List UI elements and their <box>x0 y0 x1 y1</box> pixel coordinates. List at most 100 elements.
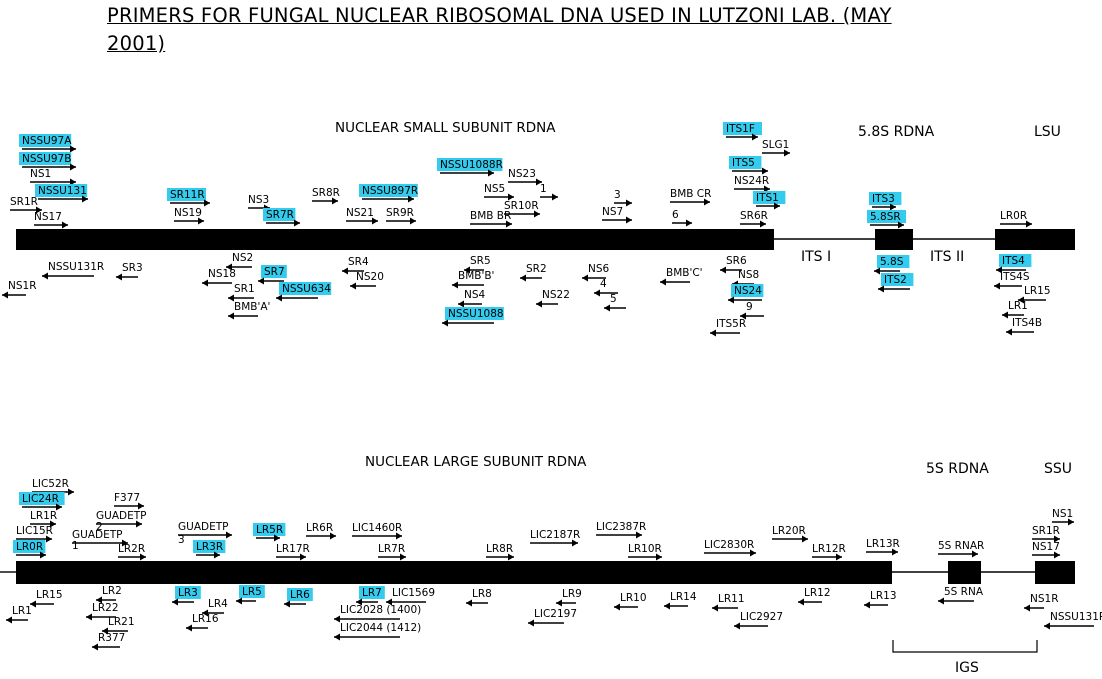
svg-text:R377: R377 <box>98 632 125 644</box>
primer-arrow-ssu-rev-3 <box>226 263 252 271</box>
primer-label-lsu-rev-15: LR8 <box>472 588 492 600</box>
svg-text:NSSU131R: NSSU131R <box>1050 611 1102 623</box>
svg-text:LR1: LR1 <box>1008 300 1028 312</box>
primer-label-lsu-fwd-21: LIC2387R <box>596 521 646 533</box>
primer-highlight <box>19 134 72 147</box>
page-title: PRIMERS FOR FUNGAL NUCLEAR RIBOSOMAL DNA… <box>107 4 892 55</box>
igs-bracket <box>892 640 1038 653</box>
primer-arrow-ssu-fwd-14 <box>440 169 494 177</box>
primer-arrow-ssu-fwd-17 <box>484 193 514 201</box>
primer-label-ssu-rev-21: SR6 <box>726 255 747 267</box>
primer-label-lsu-fwd-16: LR17R <box>276 543 310 555</box>
svg-text:SR11R: SR11R <box>170 189 205 201</box>
svg-text:1: 1 <box>72 540 79 552</box>
region-label-lsu: LSU <box>1034 124 1061 140</box>
svg-text:LR9: LR9 <box>562 588 582 600</box>
primer-label-ssu-fwd-15: NS23 <box>508 168 536 180</box>
primer-label-ssu-fwd-18: SR10R <box>504 200 539 212</box>
primer-label-ssu-rev-8: BMB'A' <box>234 301 270 313</box>
svg-text:NS8: NS8 <box>738 269 759 281</box>
svg-text:NSSU97B: NSSU97B <box>22 153 71 165</box>
primer-highlight <box>239 585 265 598</box>
svg-text:LR5: LR5 <box>242 586 262 598</box>
primer-label-ssu-fwd-25: SLG1 <box>762 139 789 151</box>
primer-arrow-lsu-rev-20 <box>712 604 738 612</box>
svg-text:SR1R: SR1R <box>1032 525 1060 537</box>
primer-arrow-ssu-fwd-26 <box>732 167 768 175</box>
primer-arrow-lsu-fwd-15 <box>306 532 336 540</box>
primer-arrow-lsu-rev-17 <box>528 619 564 627</box>
svg-text:LR13R: LR13R <box>866 538 900 550</box>
primer-highlight <box>723 122 762 135</box>
svg-text:NSSU131R: NSSU131R <box>48 261 104 273</box>
svg-text:NS1: NS1 <box>1052 508 1073 520</box>
primer-arrow-lsu-fwd-11 <box>178 531 232 539</box>
primer-arrow-lsu-fwd-7 <box>72 539 128 547</box>
svg-text:SR4: SR4 <box>348 256 369 268</box>
primer-highlight <box>263 208 296 221</box>
primer-arrow-lsu-rev-10 <box>284 600 306 608</box>
primer-highlight <box>999 254 1032 267</box>
primer-arrow-ssu-fwd-5 <box>34 221 68 229</box>
primer-arrow-ssu-fwd-27 <box>734 185 770 193</box>
primer-arrow-lsu-rev-7 <box>236 597 256 605</box>
primer-label-ssu-rev-19: 5 <box>610 293 617 305</box>
svg-text:LIC2187R: LIC2187R <box>530 529 580 541</box>
primer-arrow-ssu-fwd-11 <box>362 195 414 203</box>
svg-text:LR22: LR22 <box>92 602 119 614</box>
primer-label-lsu-fwd-4: LR0R <box>13 540 46 553</box>
primer-arrow-lsu-fwd-27 <box>938 550 978 558</box>
primer-arrow-ssu-rev-13 <box>520 274 542 282</box>
svg-text:ITS1: ITS1 <box>756 192 779 204</box>
svg-text:NSSU1088R: NSSU1088R <box>440 159 503 171</box>
primer-label-ssu-rev-28: ITS4 <box>999 254 1032 267</box>
region-label-5s: 5S RDNA <box>926 461 989 477</box>
primer-label-lsu-fwd-2: LR1R <box>30 510 57 522</box>
svg-text:LR12: LR12 <box>804 587 831 599</box>
primer-label-ssu-rev-15: NSSU1088 <box>445 307 504 320</box>
primer-label-lsu-fwd-10: LR2R <box>118 543 145 555</box>
primer-label-lsu-rev-12: LIC1569 <box>392 587 435 599</box>
primer-label-lsu-rev-13: LIC2028 (1400) <box>340 604 421 616</box>
primer-label-ssu-rev-24: 9 <box>746 301 753 313</box>
primer-label-ssu-rev-10: NS20 <box>356 271 384 283</box>
svg-text:NSSU634: NSSU634 <box>282 283 331 295</box>
primer-highlight <box>359 586 385 599</box>
primer-arrow-ssu-fwd-2 <box>30 178 76 186</box>
svg-text:LR7: LR7 <box>362 587 382 599</box>
svg-text:5.8SR: 5.8SR <box>870 211 901 223</box>
svg-text:SR1R: SR1R <box>10 196 38 208</box>
primer-arrow-ssu-rev-10 <box>350 282 376 290</box>
svg-text:LR6R: LR6R <box>306 522 333 534</box>
lsu-section-heading: NUCLEAR LARGE SUBUNIT RDNA <box>365 454 587 470</box>
primer-arrow-ssu-fwd-24 <box>726 133 758 141</box>
primer-arrow-ssu-rev-0 <box>42 272 94 280</box>
primer-label-ssu-fwd-23: 6 <box>672 209 679 221</box>
svg-text:3: 3 <box>614 189 621 201</box>
svg-text:LIC2028 (1400): LIC2028 (1400) <box>340 604 421 616</box>
primer-label-lsu-fwd-12: 3 <box>178 534 185 546</box>
primer-arrow-ssu-fwd-23 <box>672 219 692 227</box>
primer-arrow-ssu-rev-21 <box>720 266 742 274</box>
svg-text:SR10R: SR10R <box>504 200 539 212</box>
primer-label-lsu-rev-1: LR1 <box>12 605 32 617</box>
lsu-gene-bar <box>16 561 892 584</box>
svg-text:NS6: NS6 <box>588 263 610 275</box>
svg-text:NS18: NS18 <box>208 268 236 280</box>
primer-arrow-lsu-rev-0 <box>30 600 54 608</box>
primer-label-ssu-rev-23: NS24 <box>731 284 764 297</box>
primer-label-ssu-fwd-26: ITS5 <box>729 156 762 169</box>
svg-text:LR21: LR21 <box>108 616 135 628</box>
primer-arrow-ssu-fwd-9 <box>266 219 300 227</box>
primer-label-lsu-rev-23: LR13 <box>870 590 897 602</box>
primer-label-lsu-fwd-30: NS17 <box>1032 541 1060 553</box>
primer-label-ssu-rev-25: ITS5R <box>716 318 746 330</box>
primer-arrow-lsu-rev-8 <box>202 609 224 617</box>
svg-text:NS19: NS19 <box>174 207 202 219</box>
primer-arrow-lsu-fwd-16 <box>276 553 306 561</box>
primer-label-ssu-fwd-16: 1 <box>540 183 547 195</box>
primer-label-ssu-fwd-28: ITS1 <box>753 191 786 204</box>
svg-text:LR3R: LR3R <box>196 541 223 553</box>
primer-highlight <box>729 156 762 169</box>
primer-arrow-lsu-fwd-24 <box>772 535 808 543</box>
